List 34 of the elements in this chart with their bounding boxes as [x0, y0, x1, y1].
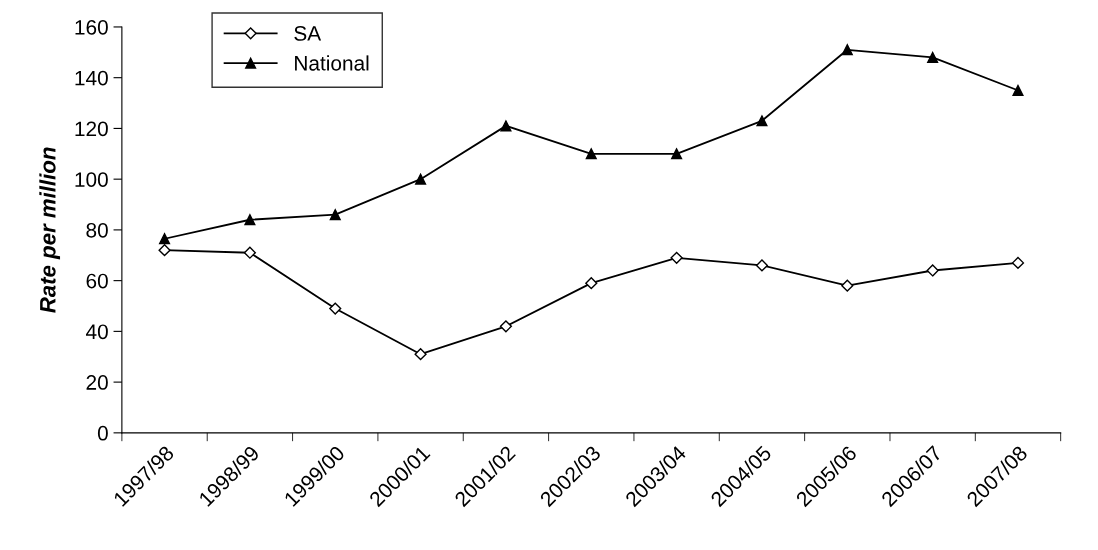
y-tick-label: 100 — [75, 172, 108, 187]
y-tick-label: 120 — [75, 121, 108, 137]
point — [329, 302, 342, 315]
point — [585, 277, 598, 290]
point — [414, 348, 427, 361]
point — [499, 320, 513, 333]
y-tick-label: 60 — [86, 273, 108, 289]
point — [927, 51, 939, 63]
point — [755, 259, 769, 272]
point — [500, 120, 512, 132]
point — [841, 279, 854, 292]
point — [329, 209, 341, 221]
y-axis-title: Rate per million — [39, 147, 61, 313]
point — [841, 44, 853, 56]
y-tick-label: 0 — [97, 425, 108, 441]
point — [1012, 84, 1024, 96]
point — [244, 214, 256, 226]
point — [671, 148, 683, 160]
legend-label: National — [295, 55, 369, 71]
point — [158, 233, 171, 245]
point — [670, 251, 683, 264]
point — [585, 148, 597, 160]
y-tick-label: 160 — [75, 19, 108, 35]
y-tick-label: 80 — [86, 222, 108, 238]
point — [756, 115, 768, 127]
y-tick-label: 20 — [86, 375, 108, 390]
legend-label: SA — [294, 26, 322, 41]
point — [926, 264, 939, 277]
y-tick-label: 140 — [75, 70, 108, 86]
point — [243, 246, 256, 259]
point — [415, 173, 427, 185]
point — [158, 244, 171, 257]
y-tick-label: 40 — [85, 324, 108, 340]
point — [1011, 256, 1025, 269]
